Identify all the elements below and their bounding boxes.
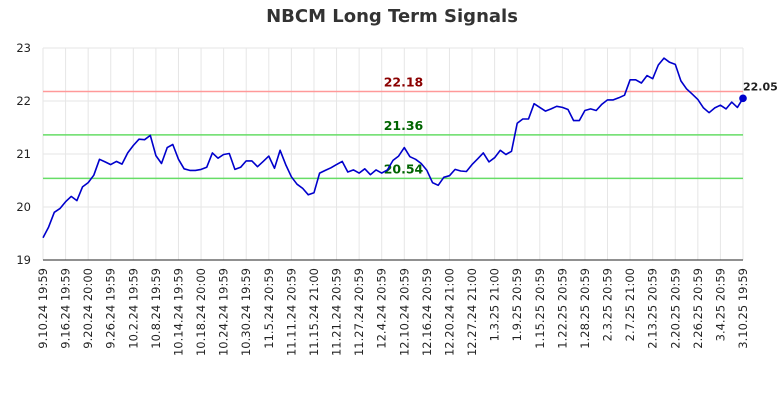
x-tick-label: 9.26.24 19:59 <box>104 268 118 349</box>
x-tick-label: 1.9.25 20:59 <box>510 268 524 341</box>
x-tick-label: 9.10.24 19:59 <box>36 268 50 349</box>
last-value-marker <box>739 94 747 103</box>
x-tick-label: 10.8.24 19:59 <box>149 268 163 349</box>
x-tick-label: 11.5.24 20:59 <box>262 268 276 349</box>
x-tick-label: 1.28.25 20:59 <box>578 268 592 349</box>
x-tick-label: 9.20.24 20:00 <box>81 268 95 349</box>
x-tick-label: 11.15.24 21:00 <box>307 268 321 356</box>
x-tick-label: 12.27.24 21:00 <box>465 268 479 356</box>
tick-labels: 19 20 21 22 23 9.10.24 19:59 9.16.24 19:59 9.20… <box>16 41 750 356</box>
x-tick-label: 11.27.24 20:59 <box>352 268 366 356</box>
reference-lines: 22.18 21.36 20.54 <box>43 74 743 180</box>
x-tick-label: 12.10.24 20:59 <box>397 268 411 356</box>
reference-line-label: 20.54 <box>384 161 424 176</box>
x-tick-label: 11.21.24 20:59 <box>330 268 344 356</box>
x-tick-label: 10.24.24 19:59 <box>217 268 231 356</box>
x-tick-label: 9.16.24 19:59 <box>59 268 73 349</box>
y-tick-label: 22 <box>16 94 31 108</box>
y-tick-label: 21 <box>16 147 31 161</box>
x-tick-label: 2.26.25 20:59 <box>691 268 705 349</box>
y-tick-label: 19 <box>16 253 31 267</box>
x-tick-label: 10.2.24 19:59 <box>126 268 140 349</box>
grid <box>42 47 744 261</box>
x-tick-label: 2.13.25 20:59 <box>646 268 660 349</box>
chart-title: NBCM Long Term Signals <box>266 6 518 27</box>
last-value-label: 22.05 <box>743 80 778 93</box>
x-tick-label: 10.18.24 20:00 <box>194 268 208 356</box>
reference-line-label: 22.18 <box>384 74 424 89</box>
x-tick-label: 12.16.24 20:59 <box>420 268 434 356</box>
x-tick-label: 11.11.24 20:59 <box>284 268 298 356</box>
x-tick-label: 1.22.25 20:59 <box>555 268 569 349</box>
x-tick-label: 2.3.25 20:59 <box>601 268 615 341</box>
series-group: 22.05 <box>42 57 778 239</box>
x-tick-label: 10.14.24 19:59 <box>171 268 185 356</box>
x-tick-label: 12.20.24 21:00 <box>442 268 456 356</box>
reference-line-label: 21.36 <box>384 118 424 133</box>
x-tick-label: 2.7.25 21:00 <box>623 268 637 341</box>
x-tick-label: 1.3.25 21:00 <box>488 268 502 341</box>
x-tick-label: 3.4.25 20:59 <box>713 268 727 341</box>
y-tick-label: 20 <box>16 200 31 214</box>
x-tick-label: 10.30.24 19:59 <box>239 268 253 356</box>
y-tick-label: 23 <box>16 41 31 55</box>
x-tick-label: 1.15.25 20:59 <box>533 268 547 349</box>
price-line <box>42 57 744 239</box>
x-tick-label: 2.20.25 20:59 <box>668 268 682 349</box>
x-tick-label: 12.4.24 20:59 <box>375 268 389 349</box>
x-tick-label: 3.10.25 19:59 <box>736 268 750 349</box>
